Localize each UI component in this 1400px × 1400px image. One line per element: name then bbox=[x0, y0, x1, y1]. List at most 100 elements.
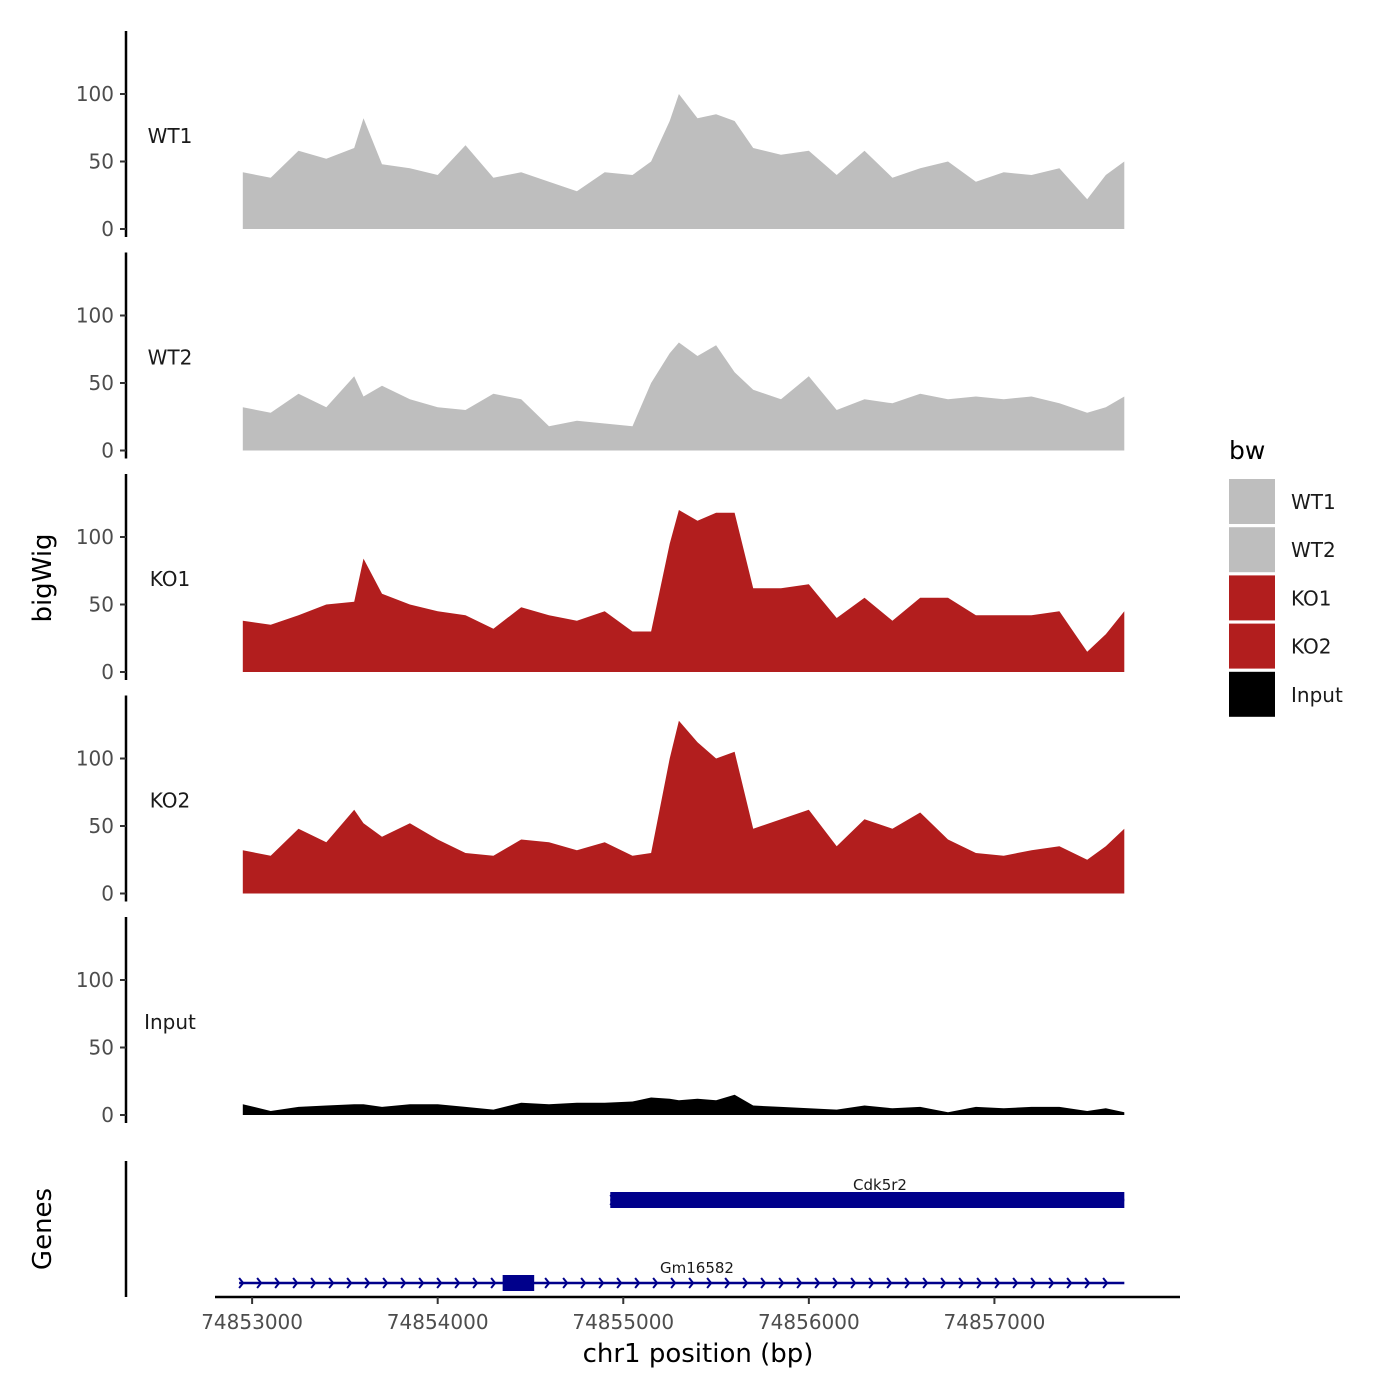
strand-arrow-icon bbox=[940, 1277, 947, 1289]
legend-label: WT1 bbox=[1291, 490, 1336, 514]
strand-arrow-icon bbox=[472, 1277, 479, 1289]
gene-gm16582: Gm16582 bbox=[238, 1259, 1125, 1291]
strand-arrow-icon bbox=[886, 1277, 893, 1289]
x-tick-label: 74855000 bbox=[572, 1310, 674, 1334]
strand-arrow-icon bbox=[436, 1277, 443, 1289]
x-tick-label: 74857000 bbox=[944, 1310, 1046, 1334]
strand-arrow-icon bbox=[292, 1277, 299, 1289]
legend-swatch bbox=[1229, 623, 1275, 669]
y-tick-label: 0 bbox=[101, 217, 114, 241]
track-label: KO2 bbox=[150, 789, 191, 813]
y-tick-label: 50 bbox=[89, 371, 114, 395]
strand-arrow-icon bbox=[742, 1277, 749, 1289]
legend-label: KO2 bbox=[1291, 635, 1332, 659]
bigwig-tracks: 0 50 100 WT1 0 50 100 WT2 0 50 100 KO1 0 50 100 KO2 0 50 1… bbox=[76, 31, 1125, 1127]
gene-exon bbox=[610, 1192, 1125, 1208]
strand-arrow-icon bbox=[274, 1277, 281, 1289]
strand-arrow-icon bbox=[1102, 1277, 1109, 1289]
track-ko2: 0 50 100 KO2 bbox=[76, 695, 1125, 906]
y-tick-label: 50 bbox=[89, 814, 114, 838]
gene-label: Gm16582 bbox=[660, 1259, 734, 1277]
strand-arrow-icon bbox=[814, 1277, 821, 1289]
area-wt2 bbox=[242, 342, 1125, 451]
strand-arrow-icon bbox=[850, 1277, 857, 1289]
legend: bw WT1 WT2 KO1 KO2 Input bbox=[1229, 436, 1343, 717]
strand-arrow-icon bbox=[670, 1277, 677, 1289]
strand-arrow-icon bbox=[598, 1277, 605, 1289]
legend-label: Input bbox=[1291, 683, 1343, 707]
legend-swatch bbox=[1229, 575, 1275, 621]
strand-arrow-icon bbox=[688, 1277, 695, 1289]
y-tick-label: 50 bbox=[89, 1036, 114, 1060]
strand-arrow-icon bbox=[544, 1277, 551, 1289]
strand-arrow-icon bbox=[760, 1277, 767, 1289]
legend-item-wt1: WT1 bbox=[1229, 479, 1336, 524]
y-tick-label: 50 bbox=[89, 593, 114, 617]
gene-exon bbox=[502, 1275, 535, 1291]
strand-arrow-icon bbox=[652, 1277, 659, 1289]
y-tick-label: 100 bbox=[76, 968, 114, 992]
track-wt2: 0 50 100 WT2 bbox=[76, 252, 1125, 463]
legend-label: KO1 bbox=[1291, 586, 1332, 610]
strand-arrow-icon bbox=[328, 1277, 335, 1289]
strand-arrow-icon bbox=[256, 1277, 263, 1289]
gene-cdk5r2: Cdk5r2 bbox=[609, 1176, 1125, 1208]
x-axis-title: chr1 position (bp) bbox=[583, 1339, 814, 1369]
strand-arrow-icon bbox=[796, 1277, 803, 1289]
y-tick-label: 100 bbox=[76, 747, 114, 771]
strand-arrow-icon bbox=[904, 1277, 911, 1289]
strand-arrow-icon bbox=[580, 1277, 587, 1289]
strand-arrow-icon bbox=[832, 1277, 839, 1289]
strand-arrow-icon bbox=[922, 1277, 929, 1289]
y-tick-label: 0 bbox=[101, 439, 114, 463]
strand-arrow-icon bbox=[454, 1277, 461, 1289]
y-tick-label: 0 bbox=[101, 660, 114, 684]
strand-arrow-icon bbox=[976, 1277, 983, 1289]
legend-swatch bbox=[1229, 479, 1275, 524]
legend-label: WT2 bbox=[1291, 538, 1336, 562]
strand-arrow-icon bbox=[310, 1277, 317, 1289]
x-axis: 74853000 74854000 74855000 74856000 74857000 bbox=[201, 1295, 1180, 1334]
strand-arrow-icon bbox=[616, 1277, 623, 1289]
strand-arrow-icon bbox=[400, 1277, 407, 1289]
x-tick-label: 74854000 bbox=[387, 1310, 489, 1334]
track-label: Input bbox=[144, 1010, 196, 1034]
strand-arrow-icon bbox=[868, 1277, 875, 1289]
strand-arrow-icon bbox=[958, 1277, 965, 1289]
legend-swatch bbox=[1229, 671, 1275, 717]
legend-title: bw bbox=[1229, 436, 1265, 465]
gene-label: Cdk5r2 bbox=[853, 1176, 907, 1194]
strand-arrow-icon bbox=[562, 1277, 569, 1289]
strand-arrow-icon bbox=[382, 1277, 389, 1289]
strand-arrow-icon bbox=[706, 1277, 713, 1289]
y-axis-title: bigWig bbox=[28, 533, 58, 622]
track-wt1: 0 50 100 WT1 bbox=[76, 31, 1125, 241]
y-tick-label: 50 bbox=[89, 150, 114, 174]
area-ko2 bbox=[242, 720, 1125, 894]
genes-axis-title: Genes bbox=[28, 1188, 58, 1270]
strand-arrow-icon bbox=[1048, 1277, 1055, 1289]
strand-arrow-icon bbox=[238, 1277, 245, 1289]
y-tick-label: 100 bbox=[76, 525, 114, 549]
legend-swatch bbox=[1229, 527, 1275, 573]
track-input: 0 50 100 Input bbox=[76, 917, 1125, 1127]
y-tick-label: 0 bbox=[101, 1103, 114, 1127]
track-label: KO1 bbox=[150, 567, 191, 591]
y-tick-label: 100 bbox=[76, 304, 114, 328]
strand-arrow-icon bbox=[364, 1277, 371, 1289]
legend-item-ko2: KO2 bbox=[1229, 623, 1332, 669]
strand-arrow-icon bbox=[418, 1277, 425, 1289]
strand-arrow-icon bbox=[1084, 1277, 1091, 1289]
genes-panel: Cdk5r2 Gm16582 bbox=[124, 1161, 1125, 1297]
track-label: WT2 bbox=[148, 346, 193, 370]
strand-arrow-icon bbox=[994, 1277, 1001, 1289]
y-tick-label: 100 bbox=[76, 82, 114, 106]
strand-arrow-icon bbox=[778, 1277, 785, 1289]
x-tick-label: 74853000 bbox=[201, 1310, 303, 1334]
legend-item-ko1: KO1 bbox=[1229, 575, 1332, 621]
strand-arrow-icon bbox=[1066, 1277, 1073, 1289]
strand-arrow-icon bbox=[1012, 1277, 1019, 1289]
strand-arrow-icon bbox=[724, 1277, 731, 1289]
x-tick-label: 74856000 bbox=[758, 1310, 860, 1334]
track-label: WT1 bbox=[148, 124, 193, 148]
